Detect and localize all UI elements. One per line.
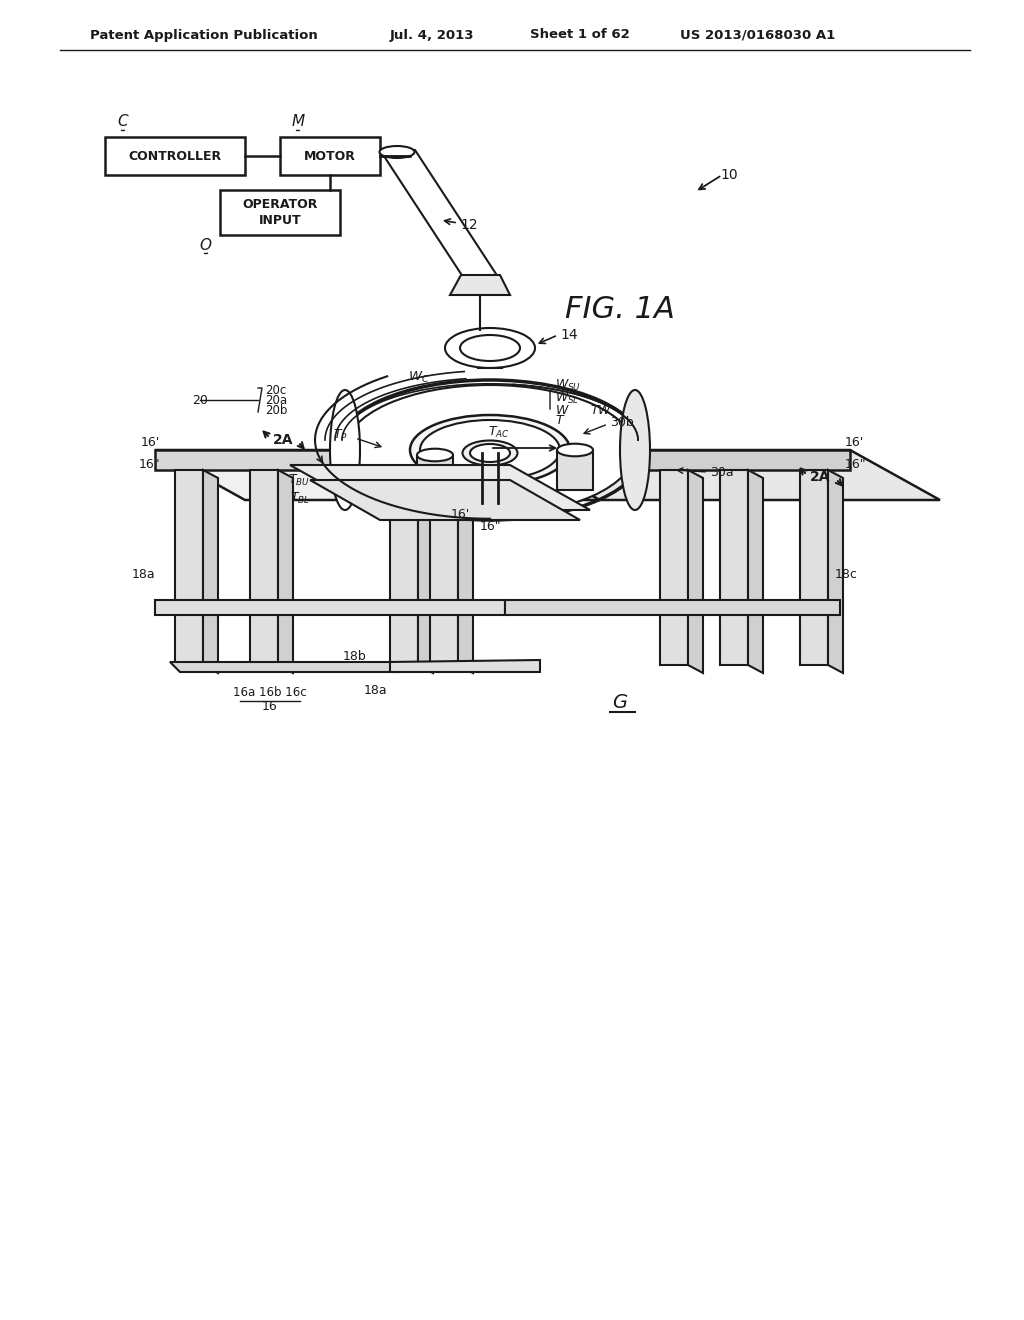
Polygon shape [557,450,593,490]
Ellipse shape [417,449,453,461]
Polygon shape [380,150,500,280]
Text: 18c: 18c [835,569,858,582]
Text: $W_{SL}$: $W_{SL}$ [555,391,580,405]
Polygon shape [720,470,748,665]
Text: Patent Application Publication: Patent Application Publication [90,29,317,41]
Text: 30b: 30b [610,416,634,429]
Text: 12: 12 [460,218,477,232]
Text: C: C [118,114,128,128]
Polygon shape [458,470,473,673]
Text: $W_{SU}$: $W_{SU}$ [555,378,582,392]
Polygon shape [510,450,850,470]
Text: 20c: 20c [265,384,287,396]
Polygon shape [155,601,505,615]
Text: Sheet 1 of 62: Sheet 1 of 62 [530,29,630,41]
Ellipse shape [420,420,560,480]
Text: 18a: 18a [364,684,387,697]
Text: 10: 10 [720,168,737,182]
Ellipse shape [557,444,593,457]
Text: 20b: 20b [265,404,288,417]
Ellipse shape [463,441,517,466]
Polygon shape [390,470,418,665]
Text: 14: 14 [560,327,578,342]
Polygon shape [175,470,203,665]
Text: 16": 16" [138,458,160,471]
Polygon shape [155,450,510,470]
Text: $T_{AC}$: $T_{AC}$ [488,425,510,440]
Text: $T_{BL}$: $T_{BL}$ [290,491,310,506]
Text: FIG. 1A: FIG. 1A [565,296,675,325]
Text: 16": 16" [479,520,501,533]
Text: 16': 16' [451,507,470,520]
Ellipse shape [460,335,520,360]
FancyBboxPatch shape [220,190,340,235]
Text: M: M [292,114,304,128]
Polygon shape [660,470,688,665]
Text: 16': 16' [845,436,864,449]
FancyBboxPatch shape [280,137,380,176]
Text: 18a: 18a [131,569,155,582]
Text: 16': 16' [140,436,160,449]
Polygon shape [155,450,600,500]
Polygon shape [310,480,580,520]
Text: 20: 20 [193,393,208,407]
Text: 2A: 2A [810,470,830,484]
Polygon shape [505,601,840,615]
FancyBboxPatch shape [105,137,245,176]
Text: $TW$: $TW$ [590,404,612,417]
Polygon shape [170,663,400,672]
Polygon shape [250,470,278,665]
Polygon shape [800,470,828,665]
Polygon shape [510,450,940,500]
Text: US 2013/0168030 A1: US 2013/0168030 A1 [680,29,836,41]
Text: CONTROLLER: CONTROLLER [128,149,221,162]
Polygon shape [390,660,540,672]
Text: $T$: $T$ [555,413,565,426]
Ellipse shape [410,414,570,484]
Text: OPERATOR
INPUT: OPERATOR INPUT [243,198,317,227]
Text: $W$: $W$ [555,404,569,417]
Text: 16": 16" [845,458,866,471]
Polygon shape [203,470,218,673]
Text: $T_{BU}$: $T_{BU}$ [288,473,310,487]
Text: $W_C$: $W_C$ [409,370,430,384]
Ellipse shape [330,389,360,510]
Text: 16: 16 [262,700,278,713]
Polygon shape [417,455,453,492]
Text: MOTOR: MOTOR [304,149,356,162]
Polygon shape [828,470,843,673]
Polygon shape [748,470,763,673]
Text: G: G [612,693,628,711]
Polygon shape [430,470,458,665]
Text: Jul. 4, 2013: Jul. 4, 2013 [390,29,474,41]
Ellipse shape [445,327,535,368]
Text: 20a: 20a [265,393,287,407]
Polygon shape [688,470,703,673]
Text: 16a 16b 16c: 16a 16b 16c [233,685,307,698]
Ellipse shape [620,389,650,510]
Ellipse shape [482,499,498,507]
Text: 2A: 2A [272,433,293,447]
Polygon shape [290,465,590,510]
Text: O: O [199,238,211,252]
Ellipse shape [345,385,635,515]
Ellipse shape [380,147,415,158]
Ellipse shape [470,444,510,462]
Polygon shape [450,275,510,294]
Polygon shape [418,470,433,673]
Text: $T_P$: $T_P$ [333,428,347,442]
Text: 30a: 30a [710,466,733,479]
Polygon shape [278,470,293,673]
Text: 18b: 18b [343,651,367,664]
